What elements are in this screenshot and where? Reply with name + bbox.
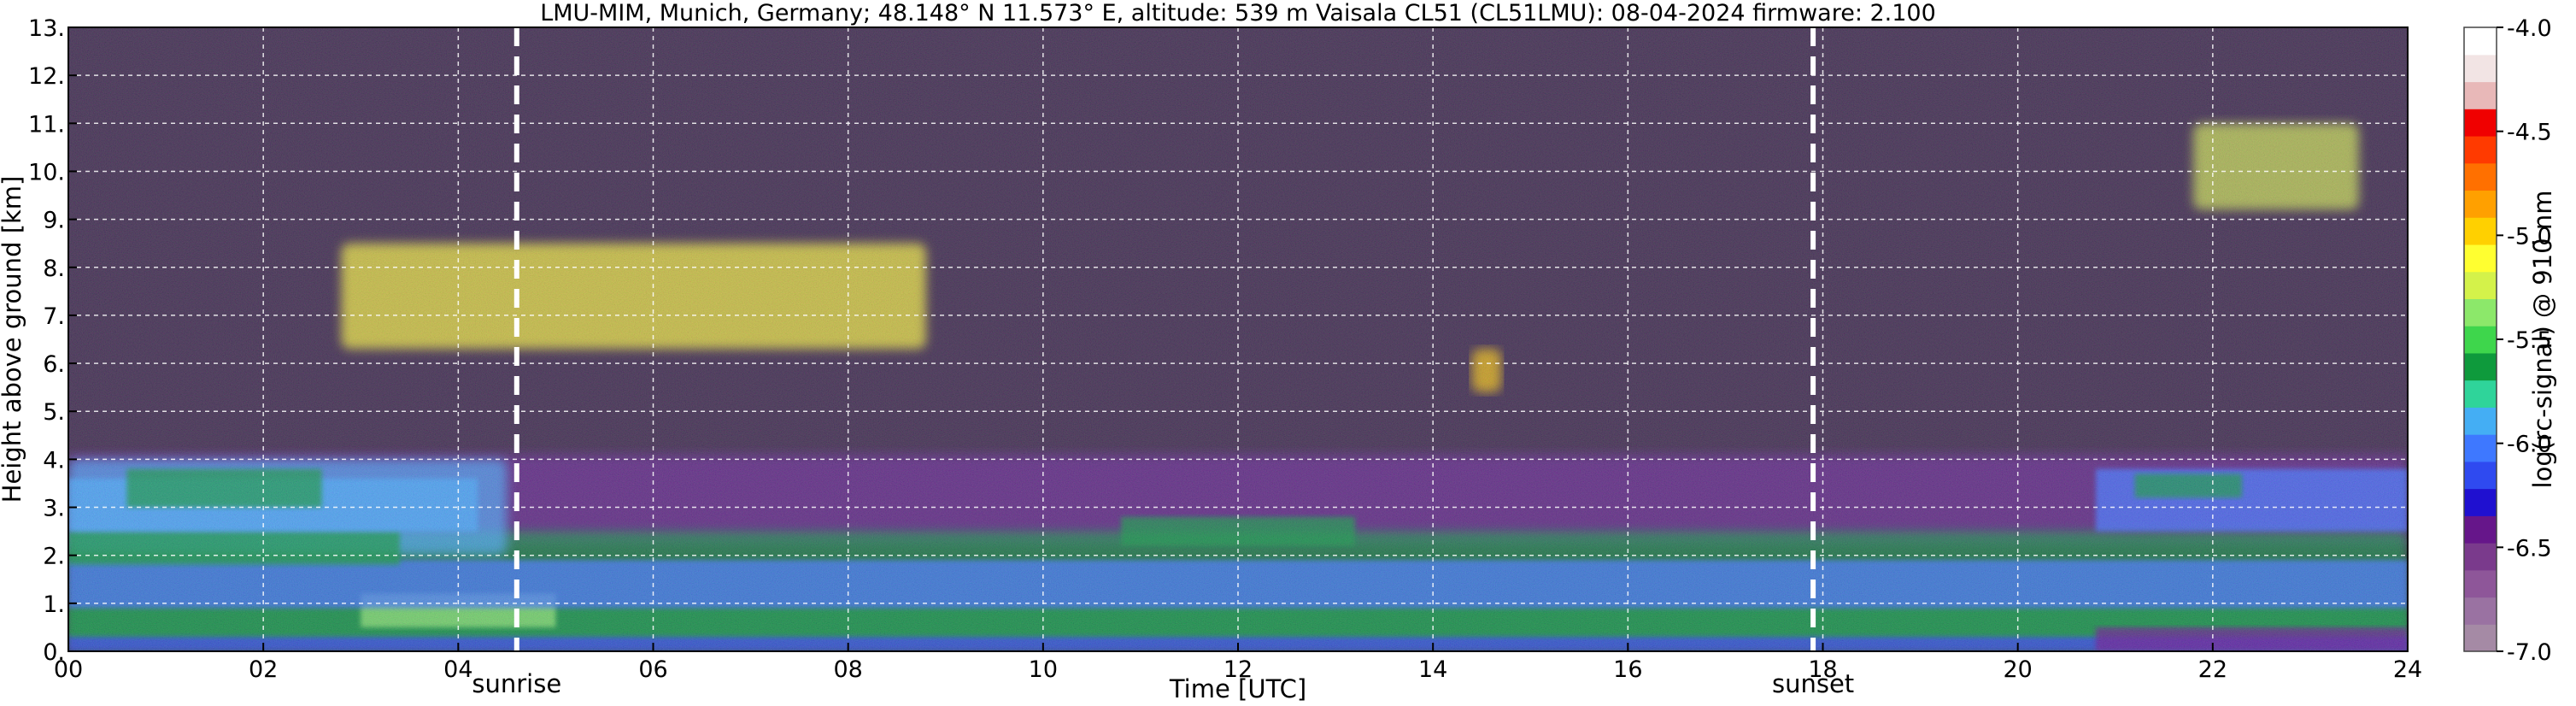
y-tick-label: 7. xyxy=(43,303,65,330)
y-axis-title: Height above ground [km] xyxy=(0,176,26,503)
marker-label-sunrise: sunrise xyxy=(472,669,561,698)
colorbar-tick-label: -5.0 xyxy=(2507,223,2552,250)
marker-label-sunset: sunset xyxy=(1772,669,1854,698)
x-tick-label: 10 xyxy=(1029,656,1058,683)
colorbar-label: log(rc-signal) @ 910 nm xyxy=(2528,191,2557,489)
colorbar-segment xyxy=(2464,109,2497,137)
colorbar-segment xyxy=(2464,461,2497,490)
colorbar-segment xyxy=(2464,326,2497,354)
colorbar-segment xyxy=(2464,27,2497,56)
colorbar-tick-label: -4.0 xyxy=(2507,15,2552,42)
x-tick-label: 16 xyxy=(1613,656,1642,683)
x-tick-label: 12 xyxy=(1223,656,1253,683)
y-tick-label: 5. xyxy=(43,399,65,426)
colorbar-tick-label: -6.5 xyxy=(2507,535,2552,562)
y-tick-label: 3. xyxy=(43,496,65,522)
colorbar: -4.0 -4.5 -5.0 -5.5 -6.0 -6.5 -7.0 xyxy=(2463,15,2552,666)
grid-lines xyxy=(68,27,2408,651)
x-tick-label: 18 xyxy=(1808,656,1837,683)
x-tick-label: 02 xyxy=(249,656,278,683)
y-tick-label: 1. xyxy=(43,591,65,618)
colorbar-tick-label: -7.0 xyxy=(2507,639,2552,666)
colorbar-tick-label: -4.5 xyxy=(2507,120,2552,146)
colorbar-segment xyxy=(2464,244,2497,273)
x-axis-title: Time [UTC] xyxy=(1169,674,1306,703)
x-tick-label: 06 xyxy=(638,656,667,683)
y-tick-label: 2. xyxy=(43,544,65,570)
y-tick-label: 11. xyxy=(28,111,65,138)
x-tick-label: 24 xyxy=(2393,656,2422,683)
colorbar-tick-label: -5.5 xyxy=(2507,327,2552,354)
y-tick-label: 12. xyxy=(28,63,65,90)
x-tick-label: 04 xyxy=(443,656,472,683)
y-tick-label: 13. xyxy=(28,15,65,42)
y-axis: 0. 1. 2. 3. 4. 5. 6. 7. 8. 9. 10. 11. 12. 13. xyxy=(28,15,77,666)
colorbar-segment xyxy=(2464,597,2497,625)
x-tick-label: 14 xyxy=(1418,656,1447,683)
x-axis: 00 02 04 06 08 10 12 14 16 18 20 22 24 xyxy=(54,643,2422,683)
colorbar-segment xyxy=(2464,217,2497,245)
colorbar-segment xyxy=(2464,379,2497,408)
colorbar-segment xyxy=(2464,569,2497,598)
x-tick-label: 00 xyxy=(54,656,83,683)
colorbar-segment xyxy=(2464,298,2497,327)
colorbar-segment xyxy=(2464,352,2497,381)
colorbar-segment xyxy=(2464,407,2497,435)
colorbar-segment xyxy=(2464,54,2497,83)
colorbar-segment xyxy=(2464,190,2497,218)
y-tick-label: 4. xyxy=(43,447,65,474)
colorbar-segment xyxy=(2464,81,2497,109)
y-tick-label: 10. xyxy=(28,159,65,185)
y-tick-label: 8. xyxy=(43,256,65,282)
y-tick-label: 0. xyxy=(43,639,65,666)
sun-markers: sunrise sunset xyxy=(472,27,1854,698)
colorbar-segment xyxy=(2464,488,2497,516)
y-tick-label: 9. xyxy=(43,208,65,234)
colorbar-segment xyxy=(2464,624,2497,652)
chart-title: LMU-MIM, Munich, Germany; 48.148° N 11.5… xyxy=(540,0,1936,26)
x-tick-label: 20 xyxy=(2003,656,2032,683)
colorbar-segment xyxy=(2464,543,2497,571)
colorbar-segment xyxy=(2464,515,2497,544)
x-tick-label: 08 xyxy=(833,656,862,683)
colorbar-segment xyxy=(2464,162,2497,191)
colorbar-segment xyxy=(2464,271,2497,299)
colorbar-segment xyxy=(2464,434,2497,462)
colorbar-segment xyxy=(2464,135,2497,164)
y-tick-label: 6. xyxy=(43,351,65,378)
colorbar-tick-label: -6.0 xyxy=(2507,432,2552,458)
x-tick-label: 22 xyxy=(2198,656,2227,683)
